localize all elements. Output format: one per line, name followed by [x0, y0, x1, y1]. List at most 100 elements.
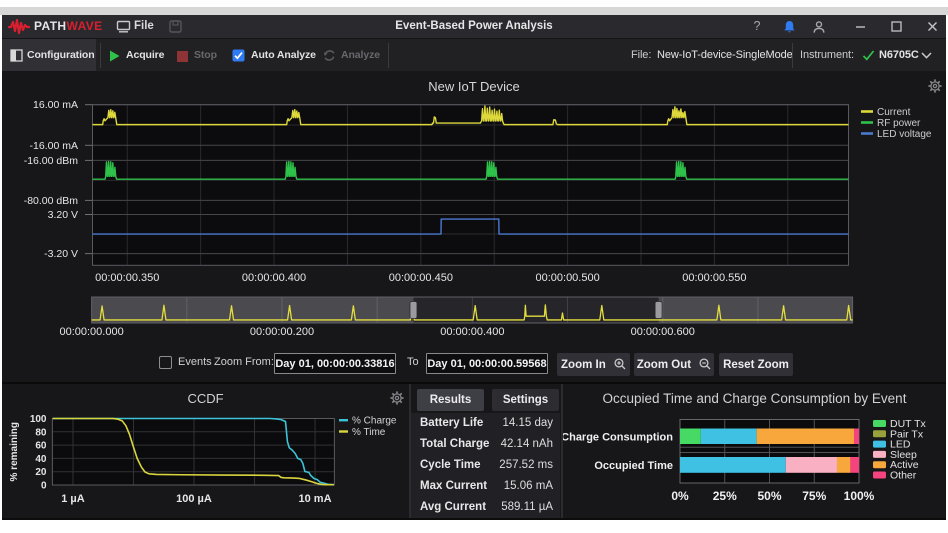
svg-text:00:00:00.450: 00:00:00.450 — [389, 272, 453, 284]
file-menu[interactable]: File — [134, 20, 154, 32]
events-label: Events — [178, 356, 212, 368]
svg-text:16.00 mA: 16.00 mA — [33, 99, 78, 111]
svg-text:00:00:00.400: 00:00:00.400 — [242, 272, 306, 284]
zoom-out-label: Zoom Out — [636, 359, 692, 371]
svg-text:00:00:00.550: 00:00:00.550 — [682, 272, 746, 284]
table-row: Total Charge 42.14 nAh — [411, 434, 560, 455]
svg-text:100: 100 — [30, 414, 47, 425]
svg-text:Sleep: Sleep — [890, 449, 917, 461]
minimize-icon[interactable] — [854, 20, 867, 33]
svg-text:0: 0 — [41, 481, 47, 492]
help-icon[interactable]: ? — [753, 19, 761, 33]
close-icon[interactable] — [926, 20, 939, 33]
brand-wave: WAVE — [66, 19, 103, 33]
background-window-strip — [0, 7, 948, 15]
zoom-out-button[interactable]: Zoom Out — [634, 353, 714, 376]
main-chart[interactable]: 16.00 mA -16.00 mA -16.00 dBm -80.00 dBm 3.2… — [2, 73, 946, 293]
file-value: New-IoT-device-SingleMode — [657, 49, 793, 61]
ccdf-settings-gear-icon[interactable] — [390, 391, 404, 405]
configuration-button[interactable]: Configuration — [2, 39, 96, 72]
pathwave-logo-icon — [8, 19, 30, 34]
zoom-from-input[interactable] — [274, 353, 396, 374]
instrument-label: Instrument: — [800, 49, 854, 61]
svg-text:Pair Tx: Pair Tx — [890, 428, 924, 440]
toolbar-separator — [100, 43, 101, 68]
row-label: Max Current — [420, 480, 488, 492]
main-chart-title: New IoT Device — [428, 79, 520, 94]
events-bars-title: Occupied Time and Charge Consumption by … — [602, 391, 907, 406]
chevron-down-icon[interactable] — [921, 52, 932, 59]
acquire-play-icon — [110, 50, 120, 62]
svg-text:LED: LED — [890, 439, 911, 451]
row-value: 589.11 µA — [501, 501, 553, 513]
svg-text:-3.20 V: -3.20 V — [44, 248, 78, 260]
instrument-value[interactable]: N6705C — [879, 49, 919, 61]
main-chart-panel: New IoT Device 16.00 mA -16.00 mA -16.00 d… — [2, 71, 946, 382]
table-row: Avg Current 589.11 µA — [411, 497, 560, 518]
row-value: 257.52 ms — [499, 459, 553, 471]
zoom-to-input[interactable] — [426, 353, 548, 374]
ccdf-title: CCDF — [187, 391, 224, 406]
notifications-icon[interactable] — [783, 20, 796, 34]
titlebar: PATHWAVE File Event-Based Power Analysis… — [2, 15, 946, 38]
row-label: Avg Current — [420, 501, 487, 513]
toolbar-separator — [792, 43, 793, 68]
svg-text:20: 20 — [35, 467, 47, 478]
svg-text:100%: 100% — [844, 489, 875, 503]
window-title: Event-Based Power Analysis — [395, 20, 553, 32]
svg-text:Other: Other — [890, 470, 917, 482]
stop-square-icon — [177, 51, 188, 62]
events-checkbox[interactable] — [159, 356, 172, 369]
bottom-section: CCDF 100 80 60 40 20 0 1 µA 100 µA 10 mA % remain… — [2, 382, 946, 520]
svg-text:80: 80 — [35, 427, 47, 438]
timeline-navigator[interactable]: 00:00:00.000 00:00:00.200 00:00:00.400 00:0… — [2, 293, 946, 351]
row-label: Cycle Time — [420, 459, 481, 471]
maximize-icon[interactable] — [890, 20, 903, 33]
svg-text:DUT Tx: DUT Tx — [890, 418, 927, 430]
user-icon[interactable] — [812, 20, 826, 34]
row-value: 42.14 nAh — [500, 438, 553, 450]
zoom-in-button[interactable]: Zoom In — [557, 353, 630, 376]
file-menu-icon — [116, 20, 131, 33]
checkbox-checked-icon — [232, 49, 245, 62]
brand-path: PATH — [34, 19, 67, 33]
svg-text:Current: Current — [877, 107, 911, 118]
svg-text:25%: 25% — [713, 489, 737, 503]
panel-divider — [561, 384, 563, 520]
stop-label: Stop — [194, 49, 217, 61]
tab-settings[interactable]: Settings — [492, 389, 559, 411]
row-value: 15.06 mA — [503, 480, 553, 492]
svg-text:% remaining: % remaining — [9, 422, 20, 481]
events-bars-chart[interactable]: Charge Consumption Occupied Time 0% 25% 50% 7… — [563, 415, 946, 520]
acquire-label: Acquire — [126, 49, 165, 61]
svg-text:00:00:00.600: 00:00:00.600 — [631, 326, 695, 338]
instrument-ok-icon — [862, 50, 875, 61]
reset-zoom-button[interactable]: Reset Zoom — [719, 353, 793, 376]
svg-text:Occupied Time: Occupied Time — [594, 460, 673, 472]
svg-text:100 µA: 100 µA — [176, 493, 212, 505]
file-label: File: — [631, 49, 652, 61]
svg-text:LED voltage: LED voltage — [877, 129, 932, 140]
svg-text:3.20 V: 3.20 V — [48, 209, 78, 221]
svg-text:1 µA: 1 µA — [61, 493, 85, 505]
main-chart-settings-gear-icon[interactable] — [928, 79, 942, 93]
brand-logo: PATHWAVE — [34, 15, 103, 38]
analyze-icon — [324, 50, 335, 61]
tab-results[interactable]: Results — [417, 389, 484, 411]
reset-zoom-label: Reset Zoom — [723, 358, 789, 371]
save-icon[interactable] — [169, 20, 182, 33]
row-label: Battery Life — [420, 417, 484, 429]
svg-text:0%: 0% — [671, 489, 689, 503]
svg-text:00:00:00.350: 00:00:00.350 — [95, 272, 159, 284]
panel-divider — [409, 384, 411, 520]
window-bottom-edge — [2, 518, 946, 520]
svg-text:-16.00 mA: -16.00 mA — [30, 140, 78, 152]
zoom-from-label: Zoom From: — [214, 356, 274, 368]
row-value: 14.15 day — [502, 417, 553, 429]
zoom-in-icon — [614, 358, 626, 370]
toolbar: Configuration Acquire Stop Auto Analyze — [2, 38, 946, 72]
svg-text:50%: 50% — [757, 489, 781, 503]
ccdf-chart[interactable]: 100 80 60 40 20 0 1 µA 100 µA 10 mA % remaining % … — [2, 407, 412, 519]
zoom-out-icon — [699, 358, 711, 370]
to-label: To — [407, 356, 419, 368]
